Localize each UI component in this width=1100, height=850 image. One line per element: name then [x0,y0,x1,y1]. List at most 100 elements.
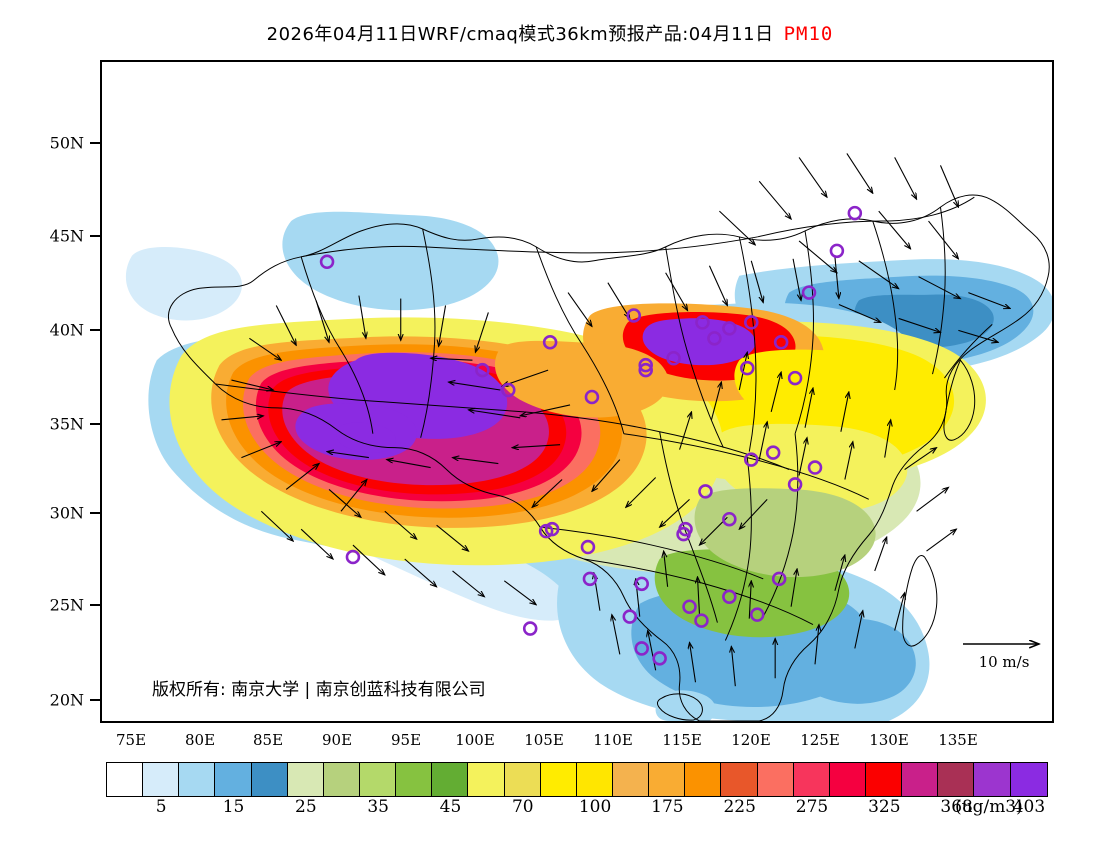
colorbar-swatch[interactable] [179,763,216,796]
latitude-tick-label: 45N [49,226,84,246]
station-marker [582,571,598,587]
colorbar-swatch[interactable] [829,763,866,796]
station-marker [638,357,653,373]
colorbar-tick-label: 368 [940,797,973,817]
map-plot-area[interactable] [100,60,1054,723]
colorbar-swatch[interactable] [468,763,505,796]
colorbar-swatch[interactable] [685,763,722,796]
colorbar-tick-label: 70 [511,797,534,817]
colorbar-tick-label: 275 [795,797,829,817]
colorbar-swatch[interactable] [359,763,397,796]
colorbar-swatch[interactable] [938,763,975,796]
station-marker [652,651,667,666]
station-marker [501,382,516,398]
station-marker [773,335,789,350]
colorbar-tick-label: 45 [439,797,462,817]
province-border-2 [420,228,436,438]
wind-scale-label: 10 m/s [978,653,1030,671]
province-border-13 [583,558,814,626]
band-verylight-nw-corner [125,247,243,321]
station-marker [345,549,361,565]
colorbar-swatch[interactable] [504,763,541,796]
station-marker [676,526,691,542]
border-russia-ne [757,196,975,238]
station-marker [319,254,335,270]
colorbar-tick-label: 100 [578,797,612,817]
band-medblue-southcoast [783,618,916,704]
station-marker [707,331,722,346]
band-verylight-tibet-core [214,409,574,621]
band-lightgreen-yangtze [694,488,876,578]
colorbar-swatch[interactable] [612,763,650,796]
province-border-14 [540,526,764,580]
colorbar-swatch[interactable] [396,763,433,796]
longitude-tick-label: 115E [662,731,702,749]
band-yellow-east-patch [734,349,913,430]
station-marker [626,308,642,323]
colorbar-swatch[interactable] [974,763,1011,796]
station-marker [787,370,803,386]
station-marker [694,613,709,628]
page-title: 2026年04月11日WRF/cmaq模式36km预报产品:04月11日 PM10 [0,20,1100,46]
concentration-map [125,153,1052,721]
colorbar-swatch[interactable] [287,763,324,796]
longitude-tick-label: 110E [593,731,633,749]
colorbar-swatch[interactable] [432,763,469,796]
colorbar-swatch[interactable] [107,763,144,796]
colorbar-swatch[interactable] [576,763,613,796]
province-border-12 [762,433,799,617]
province-border-6 [665,246,724,448]
band-orange-hexi [494,340,669,418]
colorbar-swatch[interactable] [793,763,830,796]
band-lightblue-xj-north-halo [282,211,499,311]
colorbar-swatch[interactable] [757,763,794,796]
latitude-tick-label: 30N [49,503,84,523]
station-marker [666,350,681,366]
colorbar-tick-label: 225 [723,797,756,817]
map-borders-layer [167,194,1050,721]
colorbar-swatch[interactable] [251,763,288,796]
title-pollutant-label: PM10 [783,23,834,45]
latitude-tick-label: 50N [49,133,84,153]
province-border-10 [659,431,718,623]
longitude-tick-label: 135E [938,731,978,749]
province-border-15 [944,324,993,379]
colorbar-swatch[interactable] [323,763,360,796]
station-marker [765,445,781,460]
latitude-tick [90,142,100,144]
station-marker [634,641,649,656]
province-border-7 [738,236,757,452]
colorbar-swatch[interactable] [540,763,577,796]
station-marker [722,511,737,527]
station-marker [829,243,845,259]
station-marker [622,609,638,624]
colorbar-swatch[interactable] [1010,763,1047,796]
colorbar-tick-label: 15 [222,797,245,817]
latitude-tick-label: 25N [49,595,84,615]
province-border-17 [932,207,946,375]
station-marker-layer[interactable] [319,205,863,666]
colorbar-swatch[interactable] [649,763,686,796]
station-marker [743,452,759,467]
latitude-tick [90,329,100,331]
station-marker [743,315,759,330]
wind-scale-key: 10 m/s [958,636,1050,671]
station-marker [522,621,538,636]
latitude-tick [90,699,100,701]
colorbar-swatch[interactable] [721,763,758,796]
taiwan-island [902,554,938,647]
colorbar-swatch[interactable] [865,763,903,796]
station-marker [722,321,737,336]
station-marker [722,589,737,605]
colorbar-swatch[interactable] [902,763,939,796]
longitude-tick-label: 95E [390,731,422,749]
colorbar-swatch[interactable] [143,763,180,796]
province-border-8 [794,230,815,434]
colorbar[interactable] [106,762,1048,797]
contour-fill-layer [125,211,1052,721]
china-national-border [167,194,1050,721]
wind-arrow-icon [958,636,1050,652]
longitude-tick-label: 130E [869,731,909,749]
colorbar-swatch[interactable] [215,763,252,796]
